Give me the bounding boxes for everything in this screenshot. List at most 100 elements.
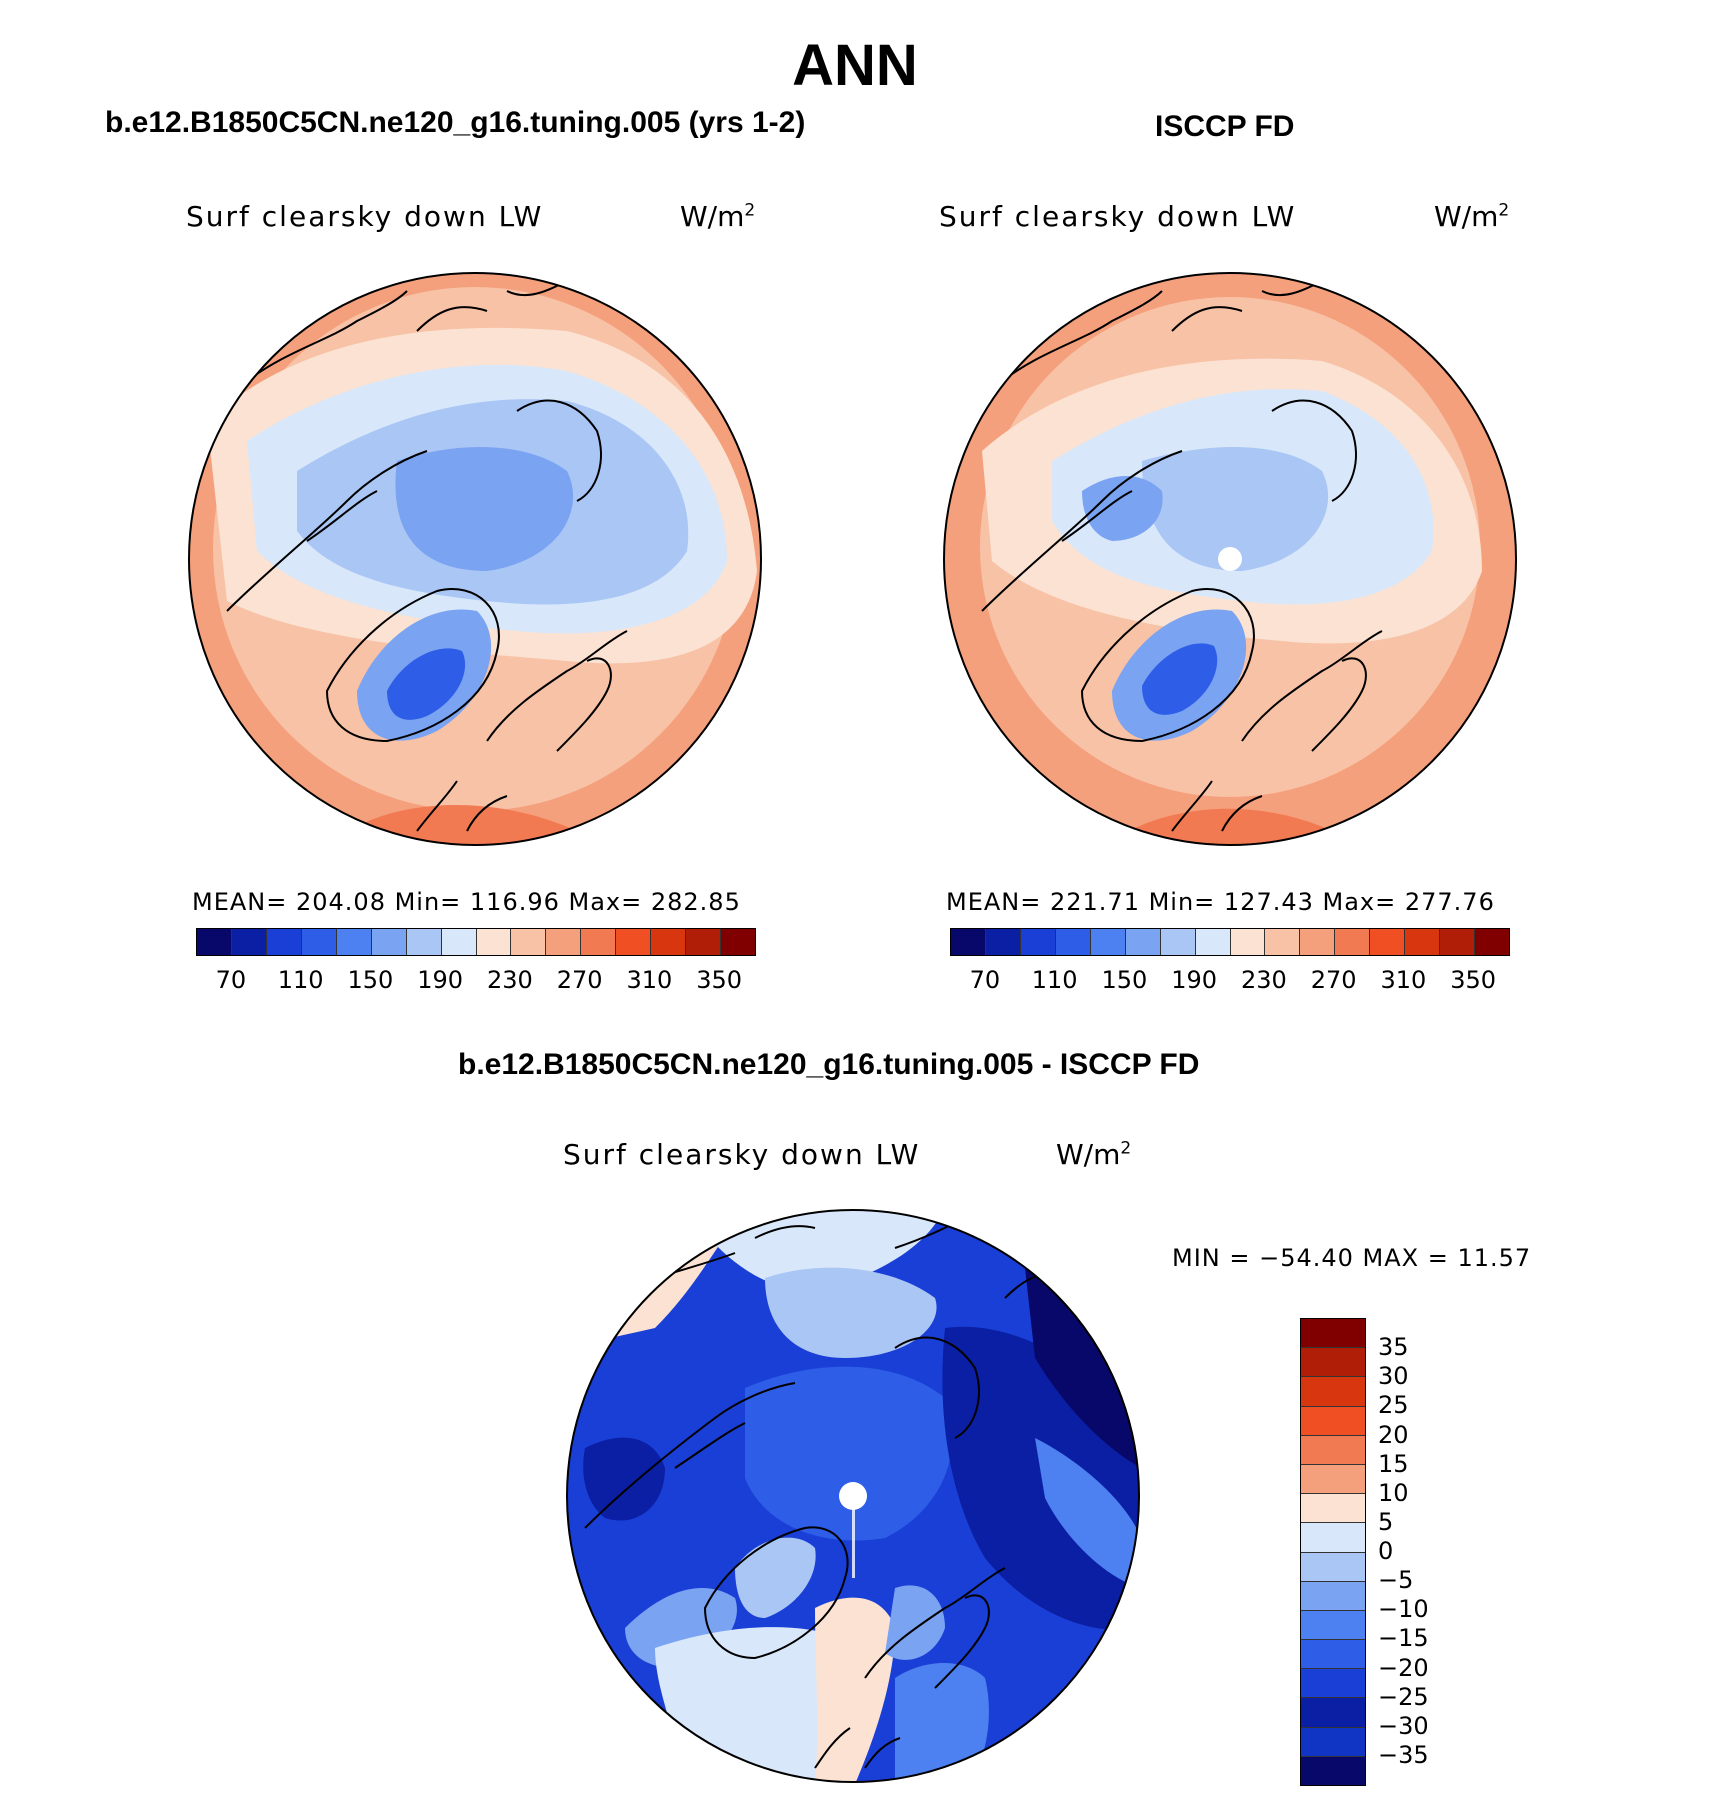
top-right-colorbar-box (1475, 929, 1509, 955)
difference-colorbar-tick-label: 35 (1378, 1333, 1409, 1362)
top-left-variable-label: Surf clearsky down LW (186, 200, 544, 233)
difference-colorbar-tick-label: −20 (1378, 1653, 1429, 1682)
top-left-colorbar-box (581, 929, 617, 955)
top-right-colorbar-box (1405, 929, 1441, 955)
top-left-colorbar-tick-label: 350 (696, 966, 743, 994)
difference-colorbar-box (1301, 1377, 1365, 1407)
bottom-units-sup: 2 (1120, 1138, 1132, 1159)
top-right-colorbar-box (1300, 929, 1336, 955)
top-right-colorbar-box (1055, 929, 1091, 955)
top-left-colorbar-box (476, 929, 512, 955)
top-right-colorbar-box (985, 929, 1021, 955)
top-left-colorbar-box (231, 929, 267, 955)
bottom-difference-map (566, 1209, 1140, 1783)
top-right-variable-label: Surf clearsky down LW (939, 200, 1297, 233)
top-right-colorbar-box (1230, 929, 1266, 955)
top-left-colorbar-tick-label: 230 (486, 966, 533, 994)
difference-colorbar-box (1301, 1494, 1365, 1524)
difference-colorbar-box (1301, 1435, 1365, 1465)
top-right-colorbar-tick-label: 190 (1171, 966, 1218, 994)
top-right-colorbar-tick-label: 270 (1310, 966, 1357, 994)
figure-title: ANN (792, 33, 918, 98)
difference-colorbar-tick-label: 0 (1378, 1537, 1394, 1565)
difference-colorbar-tick-label: −10 (1378, 1595, 1429, 1624)
difference-colorbar-box (1301, 1523, 1365, 1553)
top-left-colorbar-tick-label: 150 (347, 966, 394, 994)
top-right-units-text: W/m (1434, 200, 1499, 233)
top-left-colorbar-tick-label: 110 (277, 966, 324, 994)
bottom-panel-title: b.e12.B1850C5CN.ne120_g16.tuning.005 - I… (458, 1048, 1200, 1081)
difference-colorbar-box (1301, 1698, 1365, 1728)
top-right-colorbar-ticks: 70 110 150 190 230 270 310 350 (950, 966, 1508, 996)
bottom-min-max: MIN = −54.40 MAX = 11.57 (1172, 1244, 1532, 1272)
top-left-colorbar-box (546, 929, 582, 955)
difference-colorbar-tick-label: −5 (1378, 1566, 1414, 1595)
top-left-colorbar-tick-label: 270 (556, 966, 603, 994)
top-right-colorbar-box (1440, 929, 1476, 955)
top-left-colorbar-box (721, 929, 755, 955)
difference-colorbar-tick-label: −35 (1378, 1740, 1429, 1769)
top-right-colorbar-box (1020, 929, 1056, 955)
top-left-polar-map (188, 272, 762, 846)
top-right-colorbar-box (1335, 929, 1371, 955)
difference-colorbar-box (1301, 1669, 1365, 1699)
top-right-units-sup: 2 (1498, 200, 1510, 221)
top-left-colorbar-box (686, 929, 722, 955)
top-right-colorbar-box (1090, 929, 1126, 955)
difference-colorbar-tick-label: −25 (1378, 1682, 1429, 1711)
top-left-panel-title: b.e12.B1850C5CN.ne120_g16.tuning.005 (yr… (105, 106, 806, 139)
top-left-colorbar-box (266, 929, 302, 955)
top-left-colorbar-box (371, 929, 407, 955)
top-left-colorbar-ticks: 70 110 150 190 230 270 310 350 (196, 966, 754, 996)
difference-colorbar-box (1301, 1319, 1365, 1349)
difference-colorbar-box (1301, 1406, 1365, 1436)
top-right-colorbar-box (1370, 929, 1406, 955)
top-left-colorbar-tick-label: 70 (215, 966, 247, 994)
difference-colorbar-box (1301, 1581, 1365, 1611)
top-right-colorbar-box (1125, 929, 1161, 955)
top-left-colorbar-box (197, 929, 232, 955)
top-left-colorbar-tick-label: 310 (626, 966, 673, 994)
top-right-colorbar-tick-label: 110 (1031, 966, 1078, 994)
top-right-colorbar-tick-label: 150 (1101, 966, 1148, 994)
difference-colorbar (1300, 1318, 1366, 1786)
top-left-colorbar-box (441, 929, 477, 955)
difference-colorbar-box (1301, 1552, 1365, 1582)
top-right-polar-map (943, 272, 1517, 846)
top-left-units: W/m2 (680, 200, 755, 233)
top-right-colorbar-box (1160, 929, 1196, 955)
difference-colorbar-tick-label: −30 (1378, 1711, 1429, 1740)
top-right-units: W/m2 (1434, 200, 1509, 233)
top-left-colorbar-tick-label: 190 (417, 966, 464, 994)
top-right-panel-title: ISCCP FD (1155, 110, 1295, 143)
difference-colorbar-tick-label: 30 (1378, 1362, 1409, 1391)
top-left-units-sup: 2 (744, 200, 756, 221)
top-right-colorbar-tick-label: 230 (1240, 966, 1287, 994)
top-left-colorbar (196, 928, 756, 956)
difference-colorbar-tick-label: 20 (1378, 1420, 1409, 1449)
bottom-variable-label: Surf clearsky down LW (563, 1138, 921, 1171)
top-left-colorbar-box (616, 929, 652, 955)
top-right-colorbar (950, 928, 1510, 956)
top-left-colorbar-box (511, 929, 547, 955)
top-right-colorbar-box (1195, 929, 1231, 955)
difference-colorbar-box (1301, 1640, 1365, 1670)
difference-colorbar-tick-label: 5 (1378, 1507, 1394, 1536)
bottom-units-text: W/m (1056, 1138, 1121, 1171)
top-left-stats: MEAN= 204.08 Min= 116.96 Max= 282.85 (192, 888, 741, 916)
top-right-colorbar-tick-label: 350 (1450, 966, 1497, 994)
difference-colorbar-tick-label: −15 (1378, 1624, 1429, 1653)
top-left-colorbar-box (336, 929, 372, 955)
difference-colorbar-box (1301, 1756, 1365, 1785)
difference-colorbar-box (1301, 1610, 1365, 1641)
top-left-units-text: W/m (680, 200, 745, 233)
top-right-colorbar-tick-label: 70 (969, 966, 1001, 994)
difference-colorbar-tick-label: 10 (1378, 1478, 1409, 1507)
top-left-colorbar-box (301, 929, 337, 955)
top-left-colorbar-box (651, 929, 687, 955)
top-right-colorbar-tick-label: 310 (1380, 966, 1427, 994)
difference-colorbar-tick-label: 15 (1378, 1449, 1409, 1478)
bottom-units: W/m2 (1056, 1138, 1131, 1171)
difference-colorbar-box (1301, 1464, 1365, 1495)
difference-colorbar-box (1301, 1348, 1365, 1378)
